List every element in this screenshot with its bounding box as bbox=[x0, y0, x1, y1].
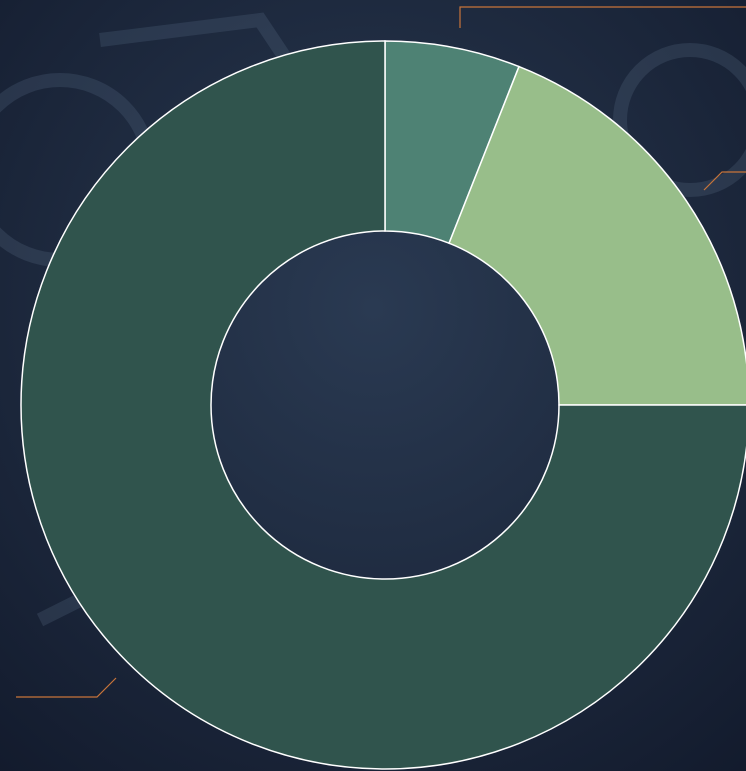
donut-segment bbox=[448, 65, 746, 406]
donut bbox=[20, 40, 746, 770]
donut-segment bbox=[20, 40, 746, 770]
leader-lines bbox=[16, 6, 746, 698]
